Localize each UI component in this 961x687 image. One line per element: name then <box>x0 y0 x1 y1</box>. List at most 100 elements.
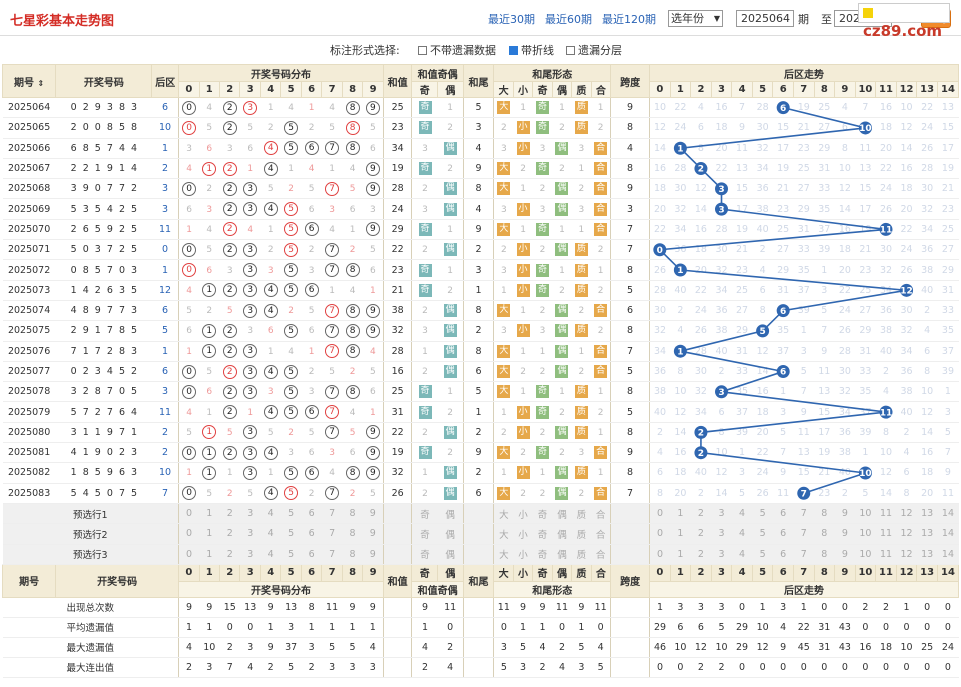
back-trend-cell: 23 <box>772 198 794 220</box>
dist-cell: 5 <box>280 239 302 261</box>
back-trend-cell: 16 <box>711 97 732 119</box>
option-line[interactable]: 带折线 <box>509 42 554 58</box>
stat-span <box>610 637 650 658</box>
preselect-row[interactable]: 预选行2 0 1 2 3 4 5 6 7 8 9 奇偶大小奇偶质合 0 1 2 3 4 5 6 7 8 9 10 11 12 13… <box>2 523 959 545</box>
big-cell: 大 <box>493 341 514 362</box>
checkbox-icon[interactable] <box>418 46 427 55</box>
from-issue-input[interactable]: 2025064 <box>736 10 794 27</box>
back-trend-cell: 12 <box>649 117 671 139</box>
form-even-cell: 2 <box>552 117 572 139</box>
back-trend-cell: 22 <box>896 219 917 241</box>
odd-cell: 2 <box>411 483 438 504</box>
footer-form-header: 合 <box>590 563 612 582</box>
form-odd-cell: 3 <box>532 198 553 220</box>
dist-cell: 4 <box>342 401 363 423</box>
tail-cell: 6 <box>462 361 494 383</box>
back-trend-cell: 26 <box>690 320 712 342</box>
back-trend-cell: 2 <box>916 300 938 322</box>
stat-form: 1 <box>513 617 533 638</box>
back-trend-cell <box>690 422 712 444</box>
big-cell: 大 <box>493 219 514 241</box>
option-no-miss[interactable]: 不带遗漏数据 <box>418 42 496 58</box>
dist-cell: 3 <box>239 341 261 362</box>
checkbox-icon[interactable] <box>566 46 575 55</box>
back-trend-cell: 21 <box>814 462 835 484</box>
dist-cell: 5 <box>301 300 322 322</box>
footer-tail-header: 和尾 <box>462 563 495 598</box>
sum-header: 和值 <box>382 64 413 98</box>
checkbox-checked-icon[interactable] <box>509 46 518 55</box>
dist-cell: 3 <box>239 361 261 383</box>
stat-oe: 2 <box>411 657 438 678</box>
dist-cell: 4 <box>260 198 281 220</box>
back-digit-header: 3 <box>710 81 733 98</box>
back-trend-cell: 8 <box>649 483 671 504</box>
odd-cell: 奇 <box>411 117 438 139</box>
dist-cell: 6 <box>301 442 322 464</box>
dist-digit-header: 7 <box>321 81 343 98</box>
back-trend-cell: 36 <box>916 239 938 261</box>
back-digit-header: 11 <box>875 81 897 98</box>
nav-recent-60[interactable]: 最近60期 <box>545 13 592 26</box>
year-select[interactable]: 选年份 ▼ <box>668 10 723 27</box>
back-trend-cell <box>772 361 794 383</box>
preselect-digit: 2 <box>219 523 240 545</box>
back-trend-cell: 5 <box>793 361 815 383</box>
dist-cell: 9 <box>362 300 384 322</box>
stat-dist: 5 <box>342 637 363 658</box>
back-trend-cell: 29 <box>731 320 753 342</box>
footer-form-label: 和尾形态 <box>493 580 612 598</box>
option-layer[interactable]: 遗漏分层 <box>566 42 622 58</box>
preselect-row[interactable]: 预选行1 0 1 2 3 4 5 6 7 8 9 奇偶大小奇偶质合 0 1 2 3 4 5 6 7 8 9 10 11 12 13… <box>2 503 959 525</box>
preselect-digit: 8 <box>342 523 363 545</box>
back-trend-cell: 37 <box>731 401 753 423</box>
dist-cell: 2 <box>301 117 322 139</box>
form-odd-cell: 2 <box>532 178 553 200</box>
back-trend-cell: 40 <box>875 341 897 362</box>
stat-dist: 2 <box>260 657 281 678</box>
issue-header: 期号 ⇕ <box>1 64 57 98</box>
prime-cell: 质 <box>571 97 592 119</box>
footer-oe-label: 和值奇偶 <box>411 580 464 598</box>
period-label: 期 <box>798 13 809 26</box>
nav-recent-30[interactable]: 最近30期 <box>488 13 535 26</box>
back-trend-cell: 5 <box>937 422 959 444</box>
stat-back: 1 <box>793 597 815 618</box>
stat-dist: 9 <box>362 597 384 618</box>
prime-cell: 质 <box>571 401 592 423</box>
span-cell: 7 <box>610 341 650 362</box>
dist-cell: 3 <box>239 198 261 220</box>
dist-cell: 5 <box>199 483 220 504</box>
dist-cell: 3 <box>321 442 343 464</box>
stat-back: 46 <box>649 637 671 658</box>
table-row: 2025068 3 9 0 7 7 2 3 0 2 2 3 5 2 5 7 5 9 28 2 偶 8 大 1 2 偶 2 合… <box>2 178 959 200</box>
back-trend-cell: 7 <box>731 97 753 119</box>
form-even-cell: 1 <box>552 97 572 119</box>
back-trend-cell: 34 <box>752 158 773 180</box>
even-cell: 2 <box>437 158 464 180</box>
back-trend-cell: 22 <box>670 97 691 119</box>
back-trend-cell: 36 <box>670 239 691 261</box>
preselect-digit: 1 <box>199 503 220 525</box>
form-even-cell: 偶 <box>552 462 572 484</box>
dist-cell: 7 <box>321 239 343 261</box>
dist-cell: 1 <box>239 158 261 180</box>
preselect-row[interactable]: 预选行3 0 1 2 3 4 5 6 7 8 9 奇偶大小奇偶质合 0 1 2 3 4 5 6 7 8 9 10 11 12 13… <box>2 544 959 565</box>
table-row: 2025072 0 8 5 7 0 3 1 0 6 3 3 3 5 3 7 8 6 23 奇 1 3 3 小奇 1 质 1… <box>2 259 959 281</box>
odd-cell: 2 <box>411 178 438 200</box>
back-trend-cell: 38 <box>875 320 897 342</box>
dist-digit-header: 2 <box>219 81 241 98</box>
draw-cell: 3 9 0 7 7 2 <box>55 178 152 200</box>
back-trend-cell: 28 <box>752 97 773 119</box>
back-trend-cell <box>855 462 876 484</box>
stat-back: 0 <box>937 617 959 638</box>
preselect-digit: 8 <box>342 544 363 565</box>
nav-recent-120[interactable]: 最近120期 <box>602 13 656 26</box>
option-text: 遗漏分层 <box>578 44 622 57</box>
stat-tail <box>462 617 494 638</box>
dist-cell: 7 <box>321 320 343 342</box>
back-trend-cell: 20 <box>670 483 691 504</box>
stat-dist: 4 <box>362 637 384 658</box>
back-trend-cell: 2 <box>649 422 671 444</box>
form-odd-cell: 奇 <box>532 442 553 464</box>
